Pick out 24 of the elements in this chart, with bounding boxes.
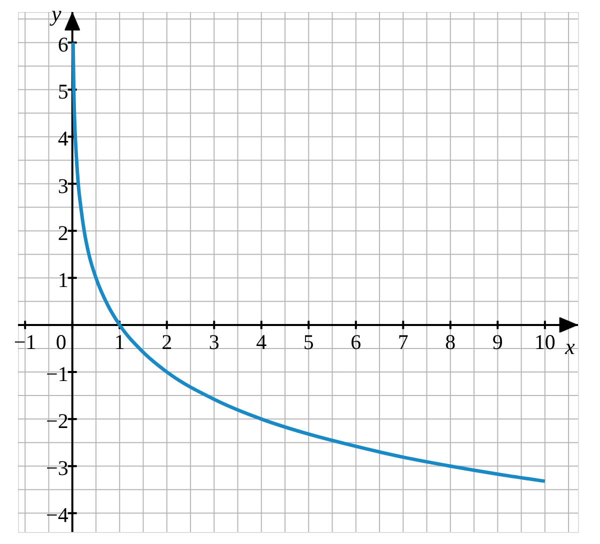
x-tick-label: 4 — [256, 330, 268, 354]
y-tick-label: 6 — [58, 32, 68, 57]
y-tick-label: 1 — [58, 268, 68, 292]
x-tick-label: 1 — [114, 330, 125, 354]
y-axis-title: y — [49, 1, 62, 26]
x-axis-title: x — [564, 334, 576, 359]
x-tick-label: 7 — [398, 330, 408, 354]
y-tick-label: 3 — [58, 174, 68, 198]
x-tick-label: 3 — [208, 330, 220, 354]
y-tick-label: −1 — [46, 362, 68, 386]
y-tick-label: 2 — [58, 220, 68, 245]
x-tick-label: 9 — [492, 330, 503, 354]
x-tick-label: −1 — [14, 330, 36, 354]
x-tick-label: 0 — [56, 330, 66, 354]
y-tick-label: 4 — [58, 126, 69, 151]
x-tick-label: 8 — [445, 330, 456, 354]
x-tick-label: 5 — [303, 330, 314, 354]
y-tick-label: −2 — [46, 409, 68, 434]
y-tick-label: −4 — [46, 503, 69, 528]
y-tick-label: 5 — [58, 80, 68, 104]
y-tick-label: −3 — [46, 456, 68, 480]
x-tick-label: 2 — [162, 330, 172, 354]
x-tick-label: 10 — [534, 330, 556, 354]
x-tick-label: 6 — [350, 330, 362, 354]
